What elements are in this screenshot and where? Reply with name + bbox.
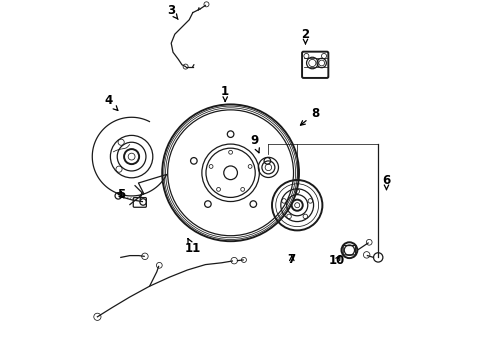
Text: 5: 5 (117, 188, 125, 201)
Text: 10: 10 (329, 255, 345, 267)
Text: 8: 8 (300, 107, 319, 125)
Text: 9: 9 (250, 134, 259, 153)
Text: 2: 2 (301, 28, 310, 44)
Text: 6: 6 (382, 174, 391, 190)
Text: 11: 11 (185, 239, 201, 255)
Text: 1: 1 (221, 85, 229, 102)
Text: 3: 3 (167, 4, 178, 19)
Text: 4: 4 (104, 94, 118, 111)
Text: 7: 7 (288, 253, 296, 266)
